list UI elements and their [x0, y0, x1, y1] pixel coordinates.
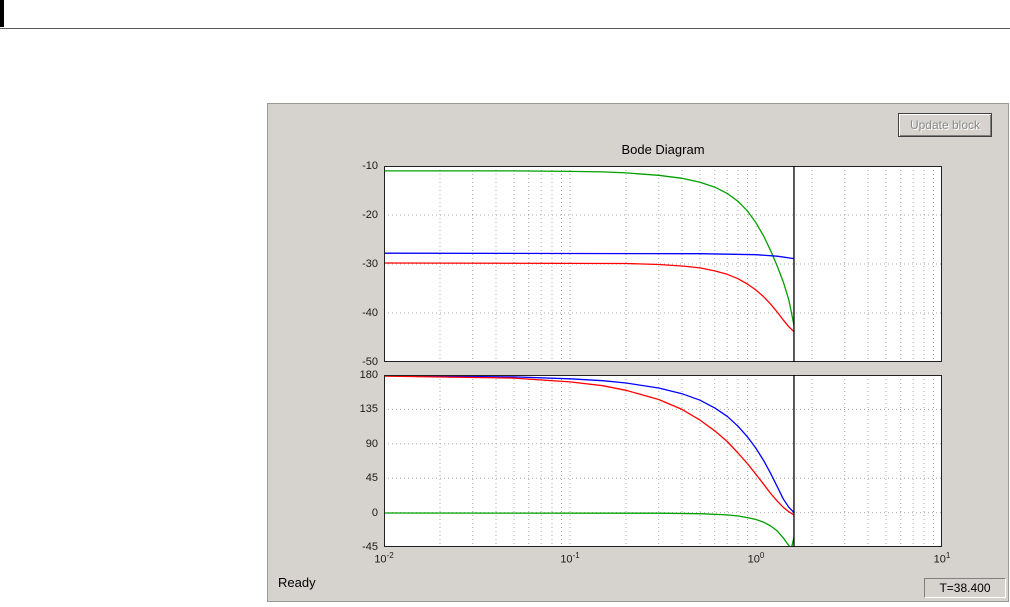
chart-title: Bode Diagram	[621, 142, 705, 157]
series-red	[383, 262, 795, 333]
xtick-label: 101	[933, 551, 951, 566]
series-blue	[383, 252, 795, 260]
ytick-label: 45	[365, 472, 378, 485]
series-blue	[383, 375, 795, 514]
ytick-label: -50	[362, 356, 378, 368]
bode-dialog-panel: Update block Bode Diagram Ready T=38.400…	[267, 103, 1009, 602]
window-edge-mark	[0, 0, 4, 27]
ytick-label: -30	[362, 258, 378, 270]
ytick-label: -10	[362, 160, 378, 172]
series-green	[384, 170, 795, 326]
magnitude-plot-svg	[383, 165, 943, 363]
series-green	[383, 512, 795, 548]
ytick-label: -40	[362, 307, 378, 319]
ytick-label: 0	[371, 506, 378, 519]
ytick-label: 90	[365, 437, 378, 450]
axes-border	[384, 375, 942, 547]
xtick-label: 100	[747, 551, 765, 566]
ytick-label: -45	[362, 541, 378, 553]
series-red	[383, 375, 795, 516]
xtick-label: 10-1	[560, 551, 580, 566]
grid	[383, 165, 943, 363]
phase-axes	[383, 374, 943, 548]
ytick-label: 180	[359, 369, 378, 381]
xtick-label: 10-2	[374, 551, 394, 566]
status-text: Ready	[278, 575, 316, 590]
time-display: T=38.400	[924, 578, 1006, 598]
window-top-border	[0, 28, 1010, 29]
update-block-button[interactable]: Update block	[898, 113, 992, 137]
phase-plot-svg	[383, 374, 943, 548]
magnitude-axes	[383, 165, 943, 363]
axes-border	[384, 166, 942, 362]
ytick-label: 135	[359, 403, 378, 416]
ytick-label: -20	[362, 209, 378, 221]
